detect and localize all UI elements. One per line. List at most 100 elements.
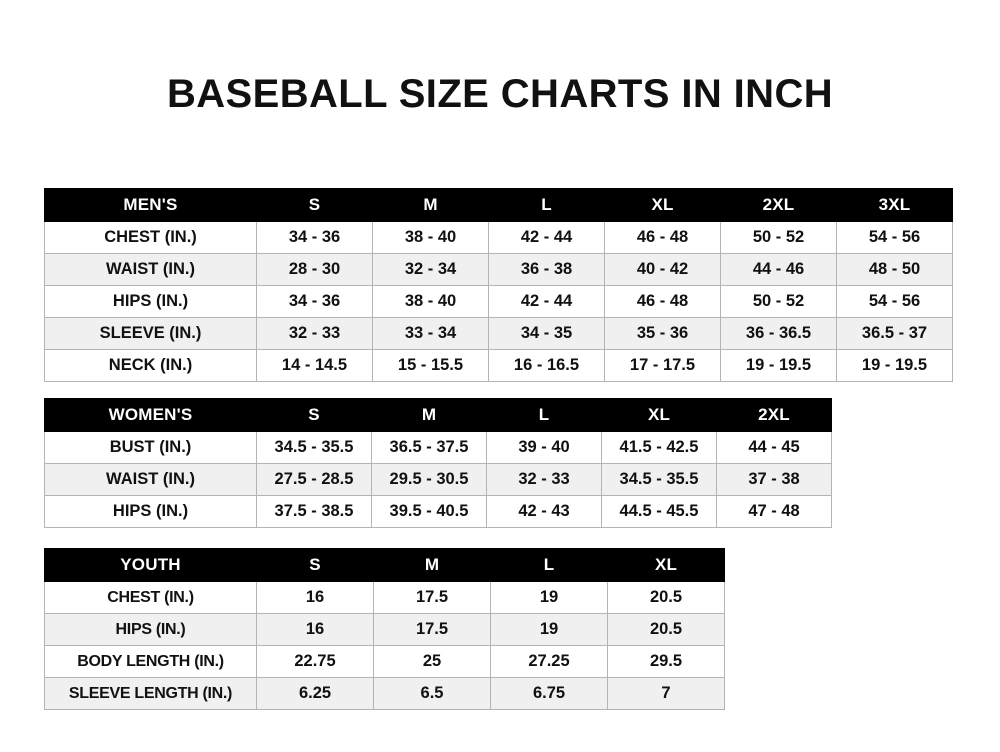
mens-cell-waist-in-m: 32 - 34 bbox=[372, 253, 489, 286]
mens-table-title: MEN'S bbox=[44, 188, 257, 222]
youth-row-label-hips-in: HIPS (IN.) bbox=[44, 613, 257, 646]
table-row: CHEST (IN.) 34 - 36 38 - 40 42 - 44 46 - 48 5… bbox=[44, 221, 953, 254]
youth-cell-sleeve-length-in-l: 6.75 bbox=[490, 677, 608, 710]
table-header-row: YOUTH S M L XL bbox=[44, 548, 725, 582]
mens-cell-chest-in-m: 38 - 40 bbox=[372, 221, 489, 254]
mens-cell-sleeve-in-s: 32 - 33 bbox=[256, 317, 373, 350]
womens-cell-bust-in-s: 34.5 - 35.5 bbox=[256, 431, 372, 464]
table-row: SLEEVE LENGTH (IN.) 6.25 6.5 6.75 7 bbox=[44, 677, 725, 710]
youth-cell-sleeve-length-in-m: 6.5 bbox=[373, 677, 491, 710]
womens-column-header-m: M bbox=[371, 398, 487, 432]
mens-cell-sleeve-in-3xl: 36.5 - 37 bbox=[836, 317, 953, 350]
mens-cell-chest-in-3xl: 54 - 56 bbox=[836, 221, 953, 254]
womens-row-label-hips-in: HIPS (IN.) bbox=[44, 495, 257, 528]
womens-row-label-waist-in: WAIST (IN.) bbox=[44, 463, 257, 496]
youth-cell-sleeve-length-in-xl: 7 bbox=[607, 677, 725, 710]
mens-cell-chest-in-l: 42 - 44 bbox=[488, 221, 605, 254]
table-row: CHEST (IN.) 16 17.5 19 20.5 bbox=[44, 581, 725, 614]
mens-cell-waist-in-2xl: 44 - 46 bbox=[720, 253, 837, 286]
mens-cell-chest-in-xl: 46 - 48 bbox=[604, 221, 721, 254]
youth-cell-chest-in-xl: 20.5 bbox=[607, 581, 725, 614]
table-row: BODY LENGTH (IN.) 22.75 25 27.25 29.5 bbox=[44, 645, 725, 678]
mens-cell-neck-in-3xl: 19 - 19.5 bbox=[836, 349, 953, 382]
womens-cell-waist-in-2xl: 37 - 38 bbox=[716, 463, 832, 496]
mens-column-header-3xl: 3XL bbox=[836, 188, 953, 222]
mens-cell-sleeve-in-m: 33 - 34 bbox=[372, 317, 489, 350]
table-row: HIPS (IN.) 34 - 36 38 - 40 42 - 44 46 - 48 50… bbox=[44, 285, 953, 318]
mens-column-header-s: S bbox=[256, 188, 373, 222]
womens-cell-hips-in-2xl: 47 - 48 bbox=[716, 495, 832, 528]
mens-cell-hips-in-s: 34 - 36 bbox=[256, 285, 373, 318]
table-row: HIPS (IN.) 16 17.5 19 20.5 bbox=[44, 613, 725, 646]
womens-column-header-2xl: 2XL bbox=[716, 398, 832, 432]
womens-row-label-bust-in: BUST (IN.) bbox=[44, 431, 257, 464]
mens-size-table: MEN'S S M L XL 2XL 3XL CHEST (IN.) 34 - 36 38 - 4… bbox=[44, 188, 953, 382]
table-row: NECK (IN.) 14 - 14.5 15 - 15.5 16 - 16.5 17 … bbox=[44, 349, 953, 382]
table-row: WAIST (IN.) 28 - 30 32 - 34 36 - 38 40 - 42 4… bbox=[44, 253, 953, 286]
youth-cell-chest-in-s: 16 bbox=[256, 581, 374, 614]
womens-column-header-xl: XL bbox=[601, 398, 717, 432]
table-header-row: WOMEN'S S M L XL 2XL bbox=[44, 398, 832, 432]
womens-table-title: WOMEN'S bbox=[44, 398, 257, 432]
womens-cell-waist-in-l: 32 - 33 bbox=[486, 463, 602, 496]
womens-cell-hips-in-l: 42 - 43 bbox=[486, 495, 602, 528]
youth-column-header-xl: XL bbox=[607, 548, 725, 582]
womens-cell-waist-in-s: 27.5 - 28.5 bbox=[256, 463, 372, 496]
youth-row-label-chest-in: CHEST (IN.) bbox=[44, 581, 257, 614]
table-row: WAIST (IN.) 27.5 - 28.5 29.5 - 30.5 32 - 33… bbox=[44, 463, 832, 496]
mens-row-label-sleeve-in: SLEEVE (IN.) bbox=[44, 317, 257, 350]
mens-column-header-2xl: 2XL bbox=[720, 188, 837, 222]
womens-cell-waist-in-m: 29.5 - 30.5 bbox=[371, 463, 487, 496]
mens-cell-neck-in-l: 16 - 16.5 bbox=[488, 349, 605, 382]
mens-cell-waist-in-l: 36 - 38 bbox=[488, 253, 605, 286]
youth-cell-sleeve-length-in-s: 6.25 bbox=[256, 677, 374, 710]
womens-cell-waist-in-xl: 34.5 - 35.5 bbox=[601, 463, 717, 496]
mens-cell-sleeve-in-2xl: 36 - 36.5 bbox=[720, 317, 837, 350]
womens-cell-bust-in-2xl: 44 - 45 bbox=[716, 431, 832, 464]
mens-cell-hips-in-l: 42 - 44 bbox=[488, 285, 605, 318]
mens-cell-sleeve-in-xl: 35 - 36 bbox=[604, 317, 721, 350]
mens-row-label-neck-in: NECK (IN.) bbox=[44, 349, 257, 382]
table-header-row: MEN'S S M L XL 2XL 3XL bbox=[44, 188, 953, 222]
youth-row-label-sleeve-length-in: SLEEVE LENGTH (IN.) bbox=[44, 677, 257, 710]
youth-row-label-body-length-in: BODY LENGTH (IN.) bbox=[44, 645, 257, 678]
mens-cell-neck-in-2xl: 19 - 19.5 bbox=[720, 349, 837, 382]
youth-table-title: YOUTH bbox=[44, 548, 257, 582]
youth-cell-chest-in-m: 17.5 bbox=[373, 581, 491, 614]
youth-cell-body-length-in-m: 25 bbox=[373, 645, 491, 678]
womens-size-table: WOMEN'S S M L XL 2XL BUST (IN.) 34.5 - 35.5 36.5… bbox=[44, 398, 832, 528]
mens-column-header-xl: XL bbox=[604, 188, 721, 222]
mens-cell-waist-in-3xl: 48 - 50 bbox=[836, 253, 953, 286]
womens-cell-hips-in-xl: 44.5 - 45.5 bbox=[601, 495, 717, 528]
womens-cell-bust-in-m: 36.5 - 37.5 bbox=[371, 431, 487, 464]
youth-cell-hips-in-s: 16 bbox=[256, 613, 374, 646]
mens-column-header-l: L bbox=[488, 188, 605, 222]
youth-cell-hips-in-xl: 20.5 bbox=[607, 613, 725, 646]
mens-row-label-waist-in: WAIST (IN.) bbox=[44, 253, 257, 286]
mens-row-label-hips-in: HIPS (IN.) bbox=[44, 285, 257, 318]
youth-cell-hips-in-m: 17.5 bbox=[373, 613, 491, 646]
mens-cell-sleeve-in-l: 34 - 35 bbox=[488, 317, 605, 350]
youth-column-header-l: L bbox=[490, 548, 608, 582]
mens-cell-neck-in-s: 14 - 14.5 bbox=[256, 349, 373, 382]
table-row: SLEEVE (IN.) 32 - 33 33 - 34 34 - 35 35 - 36… bbox=[44, 317, 953, 350]
mens-cell-neck-in-xl: 17 - 17.5 bbox=[604, 349, 721, 382]
mens-cell-waist-in-xl: 40 - 42 bbox=[604, 253, 721, 286]
table-row: BUST (IN.) 34.5 - 35.5 36.5 - 37.5 39 - 40 4… bbox=[44, 431, 832, 464]
mens-cell-hips-in-3xl: 54 - 56 bbox=[836, 285, 953, 318]
youth-column-header-m: M bbox=[373, 548, 491, 582]
mens-column-header-m: M bbox=[372, 188, 489, 222]
page-title: BASEBALL SIZE CHARTS IN INCH bbox=[166, 72, 834, 116]
table-row: HIPS (IN.) 37.5 - 38.5 39.5 - 40.5 42 - 43 4… bbox=[44, 495, 832, 528]
womens-column-header-s: S bbox=[256, 398, 372, 432]
youth-cell-body-length-in-s: 22.75 bbox=[256, 645, 374, 678]
youth-cell-hips-in-l: 19 bbox=[490, 613, 608, 646]
mens-cell-chest-in-s: 34 - 36 bbox=[256, 221, 373, 254]
youth-cell-chest-in-l: 19 bbox=[490, 581, 608, 614]
mens-row-label-chest-in: CHEST (IN.) bbox=[44, 221, 257, 254]
mens-cell-chest-in-2xl: 50 - 52 bbox=[720, 221, 837, 254]
mens-cell-hips-in-xl: 46 - 48 bbox=[604, 285, 721, 318]
youth-cell-body-length-in-xl: 29.5 bbox=[607, 645, 725, 678]
womens-cell-hips-in-s: 37.5 - 38.5 bbox=[256, 495, 372, 528]
